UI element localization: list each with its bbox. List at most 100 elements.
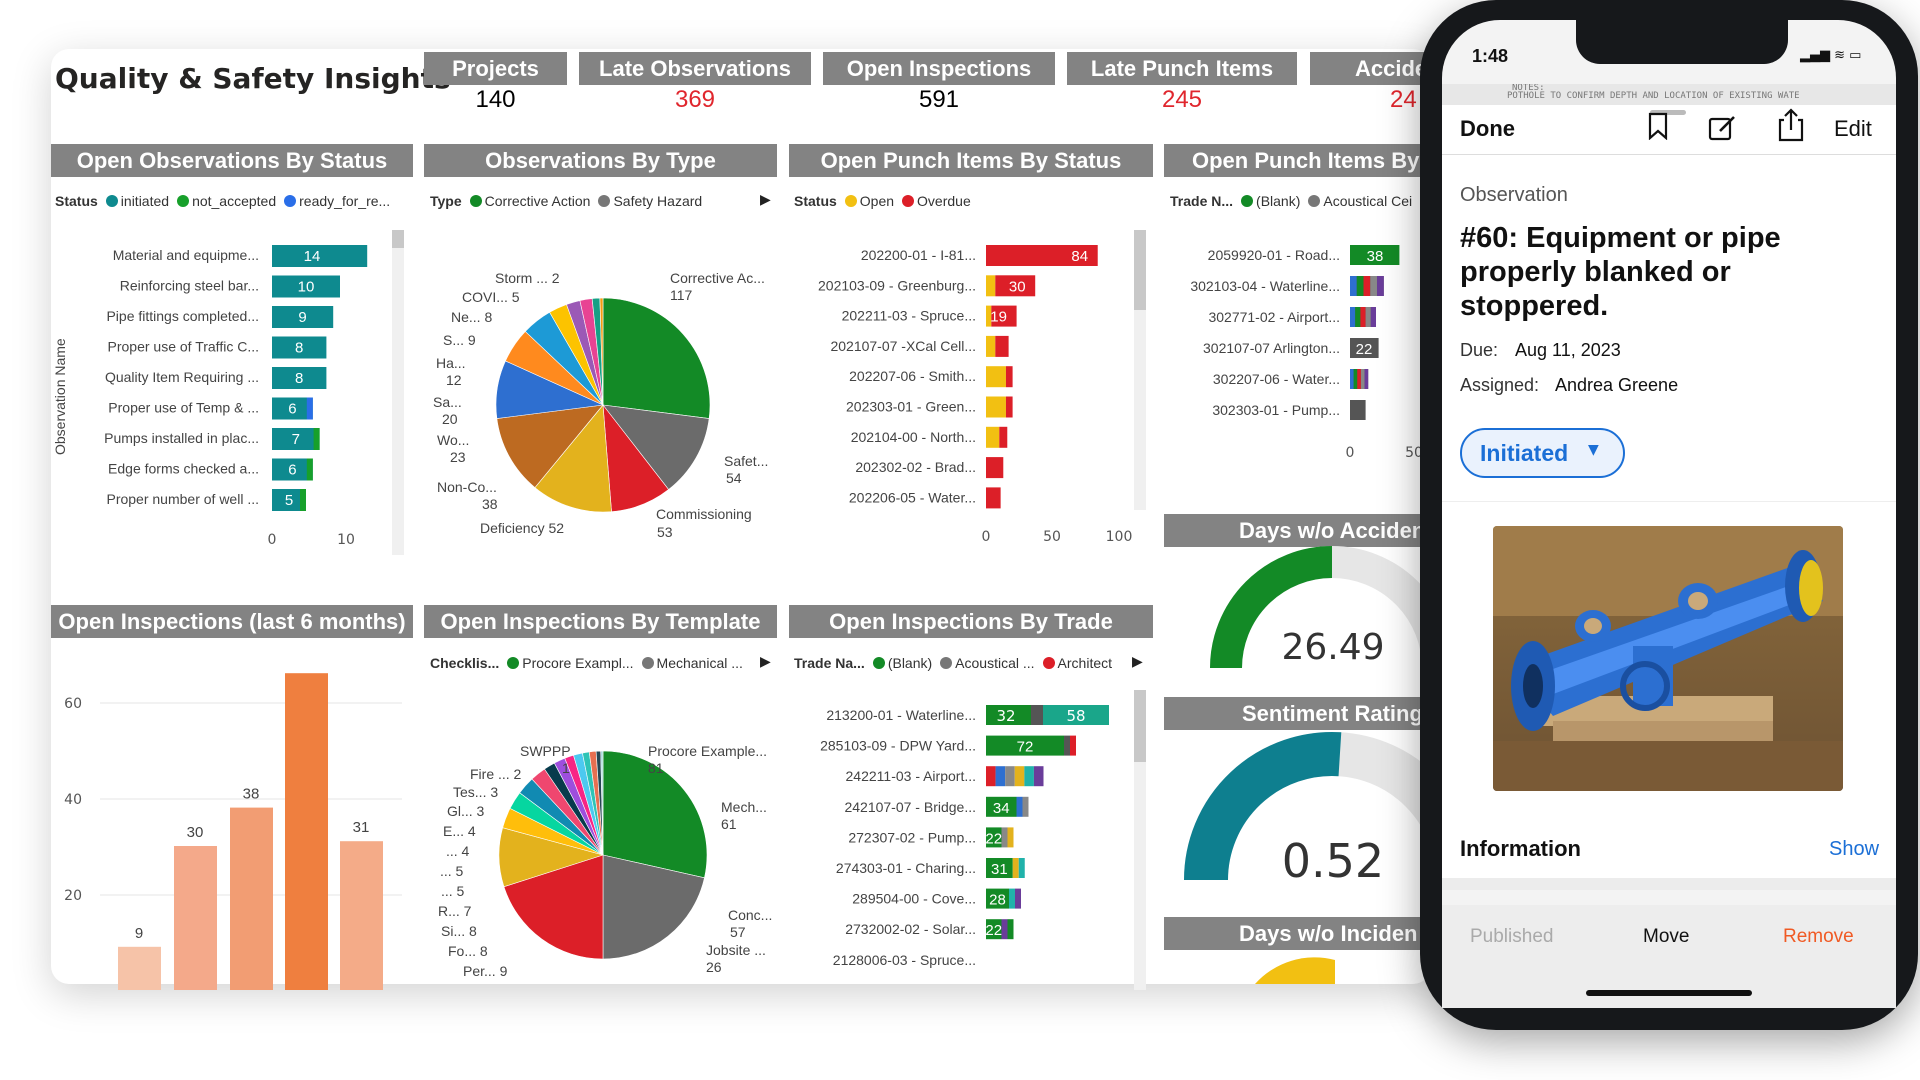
move-button[interactable]: Move bbox=[1643, 926, 1690, 947]
remove-button[interactable]: Remove bbox=[1783, 926, 1854, 947]
legend-punch-trade: Trade N... (Blank) Acoustical Cei bbox=[1170, 193, 1413, 209]
bar bbox=[340, 841, 383, 990]
bar bbox=[272, 458, 313, 481]
bar-segment bbox=[1005, 366, 1013, 388]
bar-category-label: 302207-06 - Water... bbox=[1213, 371, 1340, 387]
bar bbox=[118, 946, 161, 990]
bar-segment bbox=[1064, 735, 1070, 756]
tick-label: 0 bbox=[982, 529, 991, 545]
pie-label: Ha... bbox=[436, 355, 466, 371]
bar-segment bbox=[1363, 276, 1371, 296]
data-label: 6 bbox=[288, 401, 296, 418]
legend-next-arrow[interactable]: ▶ bbox=[760, 191, 771, 207]
bar-segment bbox=[1022, 796, 1029, 817]
bar-category-label: 202200-01 - I-81... bbox=[861, 247, 976, 263]
gauge-value: 26.49 bbox=[1281, 627, 1384, 668]
edit-button[interactable]: Edit bbox=[1834, 116, 1872, 141]
bar-segment bbox=[1014, 766, 1025, 787]
tick-label: 10 bbox=[337, 532, 355, 548]
bar-segment bbox=[995, 335, 1009, 357]
bar-segment bbox=[991, 305, 1017, 327]
bar bbox=[272, 275, 340, 298]
pie-label: Gl... 3 bbox=[447, 803, 485, 819]
bar bbox=[1350, 338, 1379, 358]
bar-segment bbox=[995, 275, 1036, 297]
data-label: 32 bbox=[996, 707, 1015, 725]
bar-category-label: 213200-01 - Waterline... bbox=[826, 707, 976, 723]
data-label: 34 bbox=[993, 800, 1010, 817]
kpi-late-observations-header: Late Observations bbox=[579, 52, 811, 85]
pie-label: ... 5 bbox=[441, 883, 465, 899]
data-label: 5 bbox=[285, 492, 293, 509]
home-indicator[interactable] bbox=[1586, 990, 1752, 996]
bar-category-label: 302303-01 - Pump... bbox=[1212, 402, 1340, 418]
tick-label: 50 bbox=[1405, 445, 1423, 461]
bar-segment bbox=[1377, 276, 1384, 296]
data-label: 6 bbox=[288, 462, 296, 479]
data-label: 38 bbox=[1367, 248, 1384, 265]
data-label: 31 bbox=[353, 819, 370, 836]
bar-segment bbox=[986, 366, 1006, 388]
bar bbox=[272, 489, 306, 511]
pie-label: Non-Co... bbox=[437, 479, 497, 495]
bar-segment bbox=[986, 796, 1017, 817]
sheet-grabber[interactable] bbox=[1650, 110, 1686, 115]
bar-category-label: 202104-00 - North... bbox=[851, 429, 976, 445]
pie-label: ... 5 bbox=[440, 863, 464, 879]
legend-punch-status: Status Open Overdue bbox=[794, 193, 971, 209]
bar-segment bbox=[1024, 766, 1034, 787]
observation-photo[interactable] bbox=[1493, 526, 1843, 791]
bar-segment bbox=[1364, 369, 1369, 389]
tick-label: 60 bbox=[64, 696, 82, 712]
kpi-late-punch-header: Late Punch Items bbox=[1067, 52, 1297, 85]
data-label: 30 bbox=[1009, 278, 1026, 295]
pie-label: E... 4 bbox=[443, 823, 476, 839]
bar-category-label: Pumps installed in plac... bbox=[104, 430, 259, 446]
bar-segment bbox=[986, 275, 996, 297]
bar-segment bbox=[1009, 888, 1015, 909]
pie-label: R... 7 bbox=[438, 903, 472, 919]
bar-segment bbox=[1370, 276, 1378, 296]
pie-slice bbox=[602, 404, 710, 490]
pie-slice bbox=[602, 750, 708, 879]
status-value: Initiated bbox=[1480, 440, 1569, 466]
pie-label: Wo... bbox=[437, 432, 469, 448]
bar-segment bbox=[1350, 369, 1354, 389]
bar-segment bbox=[306, 397, 313, 420]
bar-category-label: 2732002-02 - Solar... bbox=[845, 921, 976, 937]
panel-days-accident-header: Days w/o Acciden bbox=[1164, 514, 1430, 547]
scrollbar[interactable] bbox=[1134, 690, 1146, 990]
pie-label: 57 bbox=[730, 924, 746, 940]
bar-segment bbox=[986, 245, 1098, 266]
due-date: Aug 11, 2023 bbox=[1515, 340, 1621, 360]
scrollbar[interactable] bbox=[1134, 230, 1146, 510]
done-button[interactable]: Done bbox=[1460, 116, 1515, 141]
scrollbar[interactable] bbox=[392, 230, 404, 555]
share-icon[interactable] bbox=[1778, 108, 1804, 142]
bar-segment bbox=[1031, 705, 1043, 725]
bar bbox=[272, 397, 313, 420]
status-icons: ▂▄▆ ≋ ▭ bbox=[1800, 48, 1862, 63]
bar bbox=[272, 428, 320, 450]
status-dropdown[interactable]: Initiated ▼ bbox=[1460, 428, 1625, 478]
bar-category-label: Edge forms checked a... bbox=[108, 461, 259, 477]
show-button[interactable]: Show bbox=[1829, 838, 1880, 860]
tick-label: 20 bbox=[64, 888, 82, 904]
bar-segment bbox=[313, 428, 320, 450]
legend-next-arrow[interactable]: ▶ bbox=[760, 653, 771, 669]
tick-label: 0 bbox=[1346, 445, 1355, 461]
pie-label: COVI... 5 bbox=[462, 289, 520, 305]
pie-label: 38 bbox=[482, 496, 498, 512]
bookmark-icon[interactable] bbox=[1648, 112, 1668, 141]
legend-next-arrow[interactable]: ▶ bbox=[1132, 653, 1143, 669]
pie-label: Commissioning bbox=[656, 506, 752, 522]
record-type: Observation bbox=[1460, 184, 1568, 206]
bar-category-label: 2128006-03 - Spruce... bbox=[833, 952, 976, 968]
compose-icon[interactable] bbox=[1708, 113, 1738, 141]
pie-label: Storm ... 2 bbox=[495, 270, 560, 286]
pie-label: Ne... 8 bbox=[451, 309, 492, 325]
panel-punch-trade-header: Open Punch Items By bbox=[1164, 144, 1430, 177]
bar bbox=[1350, 245, 1400, 265]
data-label: 8 bbox=[295, 340, 303, 357]
